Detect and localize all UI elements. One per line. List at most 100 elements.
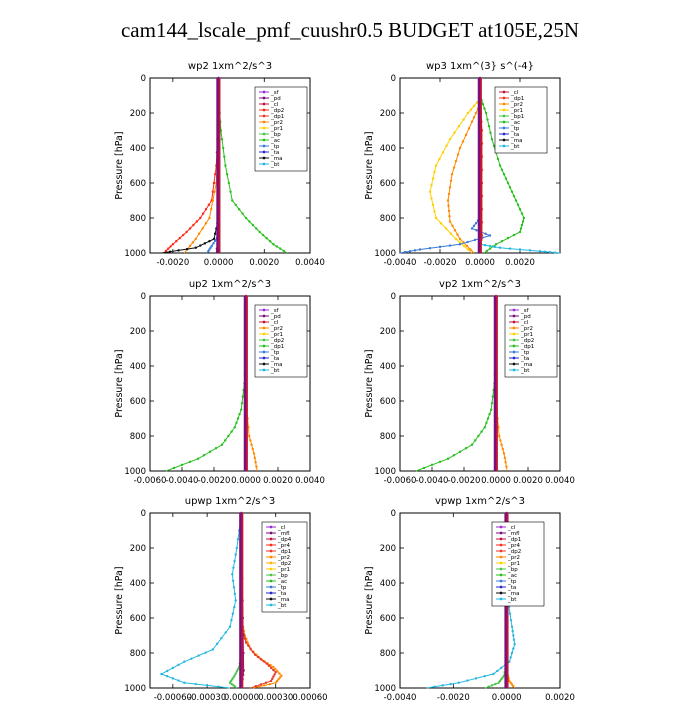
wp3-series-pr1-point <box>472 104 476 108</box>
wp3-series-pr1-point <box>445 144 448 148</box>
wp2-legend-label: _ma <box>270 156 282 162</box>
vpwp-ytick-label: 200 <box>380 544 396 554</box>
upwp-series-ac-point <box>230 682 233 686</box>
wp3-series-pr1-point <box>441 151 445 154</box>
wp3-series-pr1-point <box>431 177 435 180</box>
up2-legend-marker <box>262 356 266 360</box>
vpwp-series-bt-point <box>496 669 499 673</box>
wp3-legend-label: _bp1 <box>510 114 524 120</box>
vp2-ytick-label: 400 <box>380 362 396 372</box>
wp2-series-ac-point <box>275 245 279 248</box>
upwp-series-bt-point <box>233 605 236 609</box>
upwp-series-dp2-point <box>259 683 263 686</box>
upwp-series-bt-point <box>165 674 169 678</box>
vpwp-legend-marker <box>499 555 503 559</box>
vp2-legend-label: _pr1 <box>520 332 533 338</box>
wp2-legend-label: _bt <box>270 162 280 168</box>
vpwp-legend-marker <box>499 579 503 583</box>
upwp-series-bt-point <box>228 625 232 628</box>
up2-legend-marker <box>262 308 266 312</box>
upwp-series-ac-point <box>234 672 237 675</box>
wp3-xtick-label: -0.0040 <box>384 258 417 268</box>
vpwp-series-bt-point <box>508 612 512 615</box>
wp3-series-pr1-point <box>434 164 438 167</box>
vpwp-series-ac-point <box>498 679 502 683</box>
up2-legend-marker <box>262 362 266 366</box>
wp3-series-bt-point <box>483 243 487 247</box>
upwp-xtick-label: 0.00060 <box>292 693 327 703</box>
wp3-series-ac-point <box>519 227 523 230</box>
wp2-series-ac-point <box>261 233 265 237</box>
wp2-series-tp-point <box>207 250 210 253</box>
wp2-series-dp2-point <box>207 203 211 207</box>
vpwp-series-bt-point <box>512 638 516 642</box>
vp2-series-dp1-point <box>486 417 490 420</box>
vp2-legend-label: _ta <box>520 356 529 362</box>
wp2-series-pr2-point <box>209 208 213 211</box>
wp2-legend-marker <box>262 144 266 148</box>
wp3-xtick-label: 0.0020 <box>505 258 535 268</box>
wp3-series-ac-point <box>514 199 518 202</box>
wp2-series-ta-point <box>194 246 197 249</box>
upwp-series-bt-point <box>183 681 186 684</box>
wp2-series-ac-point <box>255 227 258 230</box>
vp2-series-pr1-point <box>501 447 504 451</box>
wp2-series-ac-point <box>237 208 241 211</box>
upwp-ytick-label: 600 <box>130 614 146 624</box>
upwp-legend-label: _mfl <box>277 531 290 537</box>
vpwp-legend-label: _ma <box>507 591 519 597</box>
up2-legend-marker <box>262 368 266 372</box>
vpwp-legend-marker <box>499 561 503 565</box>
upwp-series-ac-point <box>233 685 237 688</box>
vp2-series-dp1-point <box>483 426 486 429</box>
up2-legend-label: _ma <box>270 362 282 368</box>
vpwp-series-bt-point <box>441 684 444 687</box>
vp2-series-pr1-point <box>502 452 506 455</box>
vpwp-panel: vpwp 1xm^2/s^3 0 200 400 600 800 1000-0.0040 -0… <box>364 496 575 703</box>
up2-series-pr1-point <box>250 443 253 446</box>
up2-legend-label: _ta <box>270 356 279 362</box>
wp3-series-pr1-point <box>428 190 432 193</box>
wp3-series-pr1-point <box>439 222 443 225</box>
wp3-series-ac-point <box>521 220 525 223</box>
wp2-legend-marker <box>262 150 266 154</box>
up2-series-dp1-point <box>220 443 224 446</box>
wp3-legend-marker <box>502 114 506 118</box>
wp2-series-dp2-point <box>204 208 208 211</box>
vp2-series-dp1-point <box>490 408 493 411</box>
vpwp-series-ac-point <box>487 685 490 688</box>
up2-xtick-label: -0.0060 <box>134 476 167 486</box>
upwp-legend-marker <box>269 543 273 547</box>
vpwp-series-bt-point <box>483 674 486 678</box>
wp3-series-pr2-point <box>452 166 456 169</box>
vp2-legend-label: _ma <box>520 362 532 368</box>
upwp-legend-marker <box>269 585 273 589</box>
vp2-legend-label: _cl <box>520 320 529 326</box>
wp2-legend-label: _tp <box>270 144 280 150</box>
vp2-legend-marker <box>512 308 516 312</box>
wp2-series-ta-point <box>213 232 217 235</box>
upwp-legend-marker <box>269 603 273 607</box>
wp2-series-ac-point <box>244 216 248 220</box>
wp3-series-pr1-point <box>434 216 438 220</box>
upwp-series-dp2-point <box>267 664 271 667</box>
wp3-legend-label: _ac <box>510 120 520 126</box>
vpwp-legend-marker <box>499 573 503 577</box>
vp2-legend-label: _sf <box>520 308 530 314</box>
vpwp-title: vpwp 1xm^2/s^3 <box>435 496 525 507</box>
upwp-series-bt-point <box>233 592 237 596</box>
wp2-series-ta-point <box>208 239 211 243</box>
upwp-series-dp2-point <box>253 653 257 656</box>
upwp-legend-label: _ta <box>277 591 286 597</box>
vp2-series-dp1-point <box>490 401 494 405</box>
wp2-series-pr2-point <box>201 227 204 230</box>
wp3-series-pr2-point <box>447 209 451 213</box>
vp2-series-pr1-point <box>500 443 503 446</box>
wp3-series-pr1-point <box>462 244 466 248</box>
wp2-panel: wp2 1xm^2/s^3 0 200 400 600 800 1000 -0.0020 0.0… <box>114 61 325 268</box>
up2-legend-label: _pr2 <box>270 326 283 332</box>
wp2-series-dp2-point <box>169 245 172 248</box>
upwp-series-bt-point <box>171 666 175 670</box>
up2-legend-label: _bt <box>270 368 280 374</box>
upwp-ytick-label: 1000 <box>124 684 146 694</box>
